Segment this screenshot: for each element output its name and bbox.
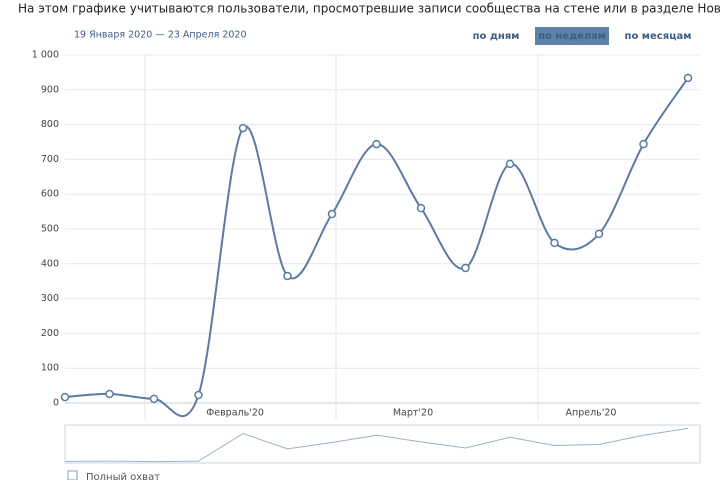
point: [683, 73, 693, 83]
x-tick-label: Март'20: [393, 408, 433, 419]
y-tick-label: 300: [41, 293, 59, 304]
point: [283, 271, 292, 281]
y-tick-label: 600: [41, 189, 59, 200]
date-range: 19 Января 2020 — 23 Апреля 2020: [74, 30, 247, 41]
point: [327, 209, 337, 219]
line: [64, 77, 689, 418]
y-tick-label: 800: [41, 119, 59, 130]
checkbox-label: Полный охват: [86, 472, 160, 480]
tab-active-bg: [535, 27, 609, 45]
tabs: по дням по неделям по месяцам: [473, 27, 692, 45]
y-tick-label: 200: [41, 328, 59, 339]
point: [550, 238, 559, 248]
point: [461, 263, 470, 273]
point: [505, 159, 515, 169]
point: [238, 123, 248, 133]
y-tick-label: 0: [53, 398, 59, 409]
tab[interactable]: по месяцам: [625, 31, 692, 42]
y-tick-label: 1 000: [32, 50, 59, 61]
note: На этом графике учитываются пользователи…: [18, 2, 720, 16]
point: [594, 229, 604, 239]
point: [372, 139, 381, 149]
point: [639, 139, 648, 149]
navigator-line: [64, 427, 689, 463]
navigator[interactable]: [64, 424, 701, 464]
tab[interactable]: по дням: [473, 31, 520, 42]
tab[interactable]: по неделям: [538, 31, 606, 42]
y-tick-label: 100: [41, 363, 59, 374]
x-tick-label: Февраль'20: [206, 408, 264, 419]
x-tick-label: Апрель'20: [566, 408, 617, 419]
y-tick-label: 700: [41, 154, 59, 165]
point: [149, 394, 159, 404]
point: [60, 392, 70, 402]
point: [105, 389, 114, 399]
month-dividers: [144, 55, 539, 420]
y-tick-label: 900: [41, 84, 59, 95]
point: [194, 390, 203, 400]
checkbox[interactable]: [67, 470, 78, 481]
y-tick-label: 400: [41, 258, 59, 269]
point: [416, 203, 426, 213]
y-tick-label: 500: [41, 224, 59, 235]
